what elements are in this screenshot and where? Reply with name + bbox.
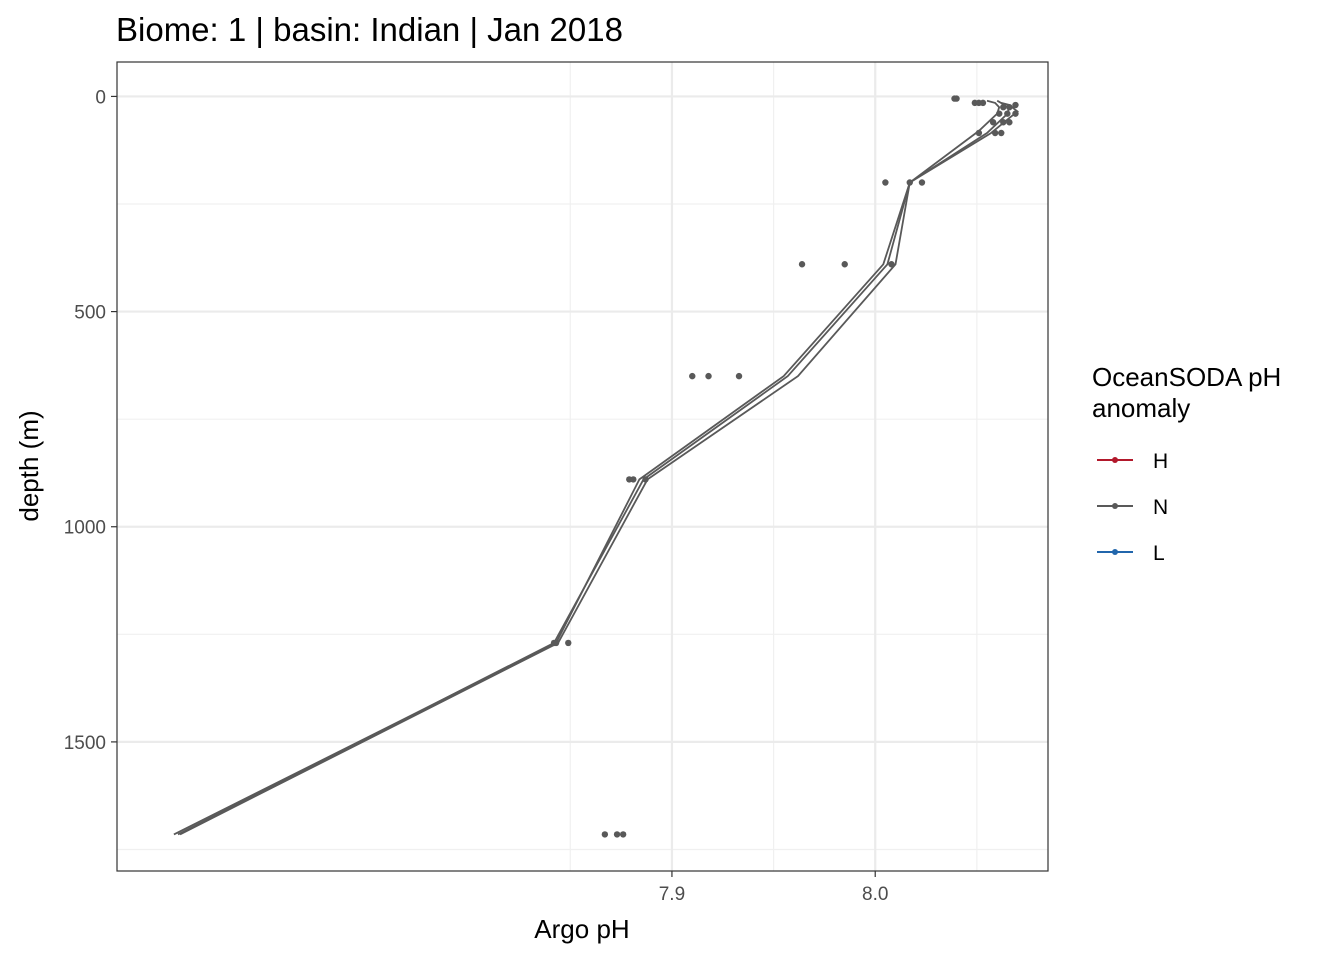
x-tick-label: 7.9: [659, 884, 685, 905]
data-point: [991, 129, 999, 137]
data-point: [989, 119, 997, 126]
data-point: [1000, 119, 1007, 126]
legend-label: L: [1153, 542, 1165, 565]
x-tick-label: 8.0: [862, 884, 888, 905]
y-axis-ticks: 0 500 1000 1500: [64, 87, 117, 754]
data-point: [888, 261, 895, 268]
x-axis-title: Argo pH: [534, 914, 629, 944]
data-point: [979, 99, 987, 107]
data-point: [1006, 119, 1013, 126]
grid: [117, 62, 1048, 871]
legend-title-line-1: OceanSODA pH: [1092, 362, 1281, 392]
data-point: [642, 476, 649, 483]
y-tick-label: 500: [74, 303, 106, 324]
data-point: [798, 261, 806, 268]
panel-border: [116, 61, 1049, 872]
legend-key-point: [1112, 457, 1118, 463]
data-point: [906, 179, 913, 186]
y-tick-label: 1000: [64, 518, 106, 539]
legend-label: N: [1153, 496, 1168, 519]
y-tick-label: 0: [95, 87, 106, 108]
legend-label: H: [1153, 450, 1168, 473]
data-point: [1006, 103, 1013, 111]
data-point: [689, 372, 696, 380]
data-point: [705, 372, 712, 380]
data-point: [1012, 110, 1019, 117]
data-point: [1000, 103, 1007, 111]
chart-title: Biome: 1 | basin: Indian | Jan 2018: [116, 11, 623, 48]
data-point: [841, 261, 848, 268]
data-point: [1012, 101, 1019, 109]
data-point: [998, 129, 1005, 137]
legend: OceanSODA pH anomaly HNL: [1092, 362, 1281, 565]
data-point: [619, 831, 627, 838]
y-tick-label: 1500: [64, 733, 106, 754]
series-line-2: [179, 99, 1011, 836]
legend-title-line-2: anomaly: [1092, 393, 1190, 423]
data-point: [552, 639, 560, 647]
legend-keys: HNL: [1097, 450, 1168, 565]
data-point: [735, 372, 743, 380]
data-point: [975, 129, 983, 137]
legend-key-point: [1112, 549, 1118, 555]
data-point: [953, 95, 960, 102]
legend-key-point: [1112, 503, 1118, 509]
series-line-3: [177, 102, 1019, 836]
data-point: [1004, 110, 1011, 117]
data-point: [630, 476, 637, 483]
data-point: [882, 179, 889, 186]
data-point: [601, 831, 609, 838]
y-axis-title: depth (m): [14, 410, 44, 521]
data-point: [565, 639, 572, 647]
data-points: [550, 95, 1019, 838]
data-point: [613, 831, 621, 838]
series-lines: [173, 99, 1019, 836]
data-point: [996, 110, 1003, 117]
x-axis-ticks: 7.9 8.0: [659, 871, 888, 905]
data-point: [918, 179, 926, 186]
